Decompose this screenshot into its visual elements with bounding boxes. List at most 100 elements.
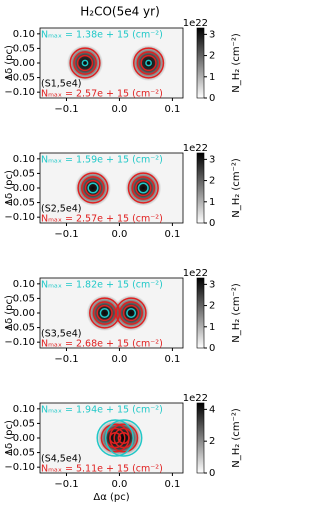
- colorbar: [196, 277, 205, 349]
- y-tick-label: 0.05: [13, 43, 35, 54]
- y-tick-label: −0.05: [4, 198, 35, 209]
- annotation: (S4,5e4): [41, 454, 81, 465]
- colorbar-tick-label: 0: [209, 93, 215, 104]
- y-axis-label: Δδ (pc): [4, 170, 15, 206]
- contour: [115, 297, 147, 329]
- colorbar-tick-label: 3: [209, 279, 215, 290]
- colorbar-label: N_H₂ (cm⁻²): [231, 33, 242, 93]
- peak: [125, 170, 162, 206]
- annotation: Nₘₐₓ = 1.59e + 15 (cm⁻²): [41, 155, 163, 166]
- annotation: Nₘₐₓ = 1.94e + 15 (cm⁻²): [41, 405, 163, 416]
- x-tick-label: 0.1: [164, 104, 180, 115]
- x-tick-label: 0.1: [164, 479, 180, 490]
- y-tick-label: 0.05: [13, 168, 35, 179]
- peak: [86, 295, 123, 331]
- colorbar-tick-label: 4: [209, 404, 215, 415]
- colorbar-offset: 1e22: [183, 268, 208, 279]
- annotation: Nₘₐₓ = 2.57e + 15 (cm⁻²): [41, 214, 163, 225]
- annotation: Nₘₐₓ = 1.38e + 15 (cm⁻²): [41, 30, 163, 41]
- colorbar-tick-label: 0: [209, 343, 215, 354]
- colorbar-tick-label: 1: [209, 322, 215, 333]
- contour: [131, 176, 156, 200]
- contour: [109, 423, 139, 453]
- contour: [132, 47, 165, 79]
- y-tick-label: 0.10: [13, 404, 35, 415]
- contour: [73, 51, 97, 75]
- colorbar-tick-label: 0: [209, 468, 215, 479]
- y-tick-label: 0.10: [13, 154, 35, 165]
- contour: [96, 304, 113, 322]
- colorbar-tick-label: 3: [209, 29, 215, 40]
- annotation: Nₘₐₓ = 2.57e + 15 (cm⁻²): [41, 89, 163, 100]
- image-area: [40, 278, 183, 348]
- y-tick-label: −0.05: [4, 323, 35, 334]
- x-tick-label: 0.0: [111, 479, 127, 490]
- colorbar-tick-label: 2: [209, 436, 215, 447]
- y-tick-label: −0.05: [4, 73, 35, 84]
- contour: [87, 182, 99, 194]
- colorbar: [196, 402, 205, 474]
- y-tick-label: 0.05: [13, 418, 35, 429]
- y-tick-label: 0.00: [13, 58, 35, 69]
- annotation: Nₘₐₓ = 5.11e + 15 (cm⁻²): [41, 464, 163, 475]
- x-tick-label: −0.1: [54, 354, 78, 365]
- y-tick-label: 0.00: [13, 183, 35, 194]
- x-tick-label: 0.0: [111, 354, 127, 365]
- y-tick-label: 0.10: [13, 279, 35, 290]
- colorbar-offset: 1e22: [183, 143, 208, 154]
- x-tick-label: −0.1: [54, 104, 78, 115]
- y-tick-label: −0.10: [4, 337, 35, 348]
- x-tick-label: −0.1: [54, 229, 78, 240]
- colorbar-tick-label: 2: [209, 301, 215, 312]
- chart-title: H₂CO(5e4 yr): [80, 5, 160, 19]
- colorbar-tick-label: 1: [209, 72, 215, 83]
- contour: [96, 419, 134, 457]
- colorbar-tick-label: 3: [209, 154, 215, 165]
- contour: [84, 179, 102, 197]
- peak: [67, 45, 104, 81]
- colorbar: [196, 152, 205, 224]
- y-tick-label: −0.05: [4, 448, 35, 459]
- x-tick-label: 0.1: [164, 354, 180, 365]
- y-axis-label: Δδ (pc): [4, 45, 15, 81]
- colorbar-offset: 1e22: [183, 393, 208, 404]
- y-tick-label: 0.05: [13, 293, 35, 304]
- contour: [136, 51, 161, 75]
- annotation: Nₘₐₓ = 1.82e + 15 (cm⁻²): [41, 280, 163, 291]
- image-area: [40, 153, 183, 223]
- colorbar-label: N_H₂ (cm⁻²): [231, 408, 242, 468]
- contour: [81, 59, 89, 67]
- colorbar-offset: 1e22: [183, 18, 208, 29]
- figure: H₂CO(5e4 yr)−0.1 0.0 0.10.100.050.00−0.05−…: [4, 5, 242, 504]
- y-tick-label: 0.10: [13, 29, 35, 40]
- x-tick-label: 0.0: [111, 104, 127, 115]
- y-axis-label: Δδ (pc): [4, 420, 15, 456]
- peak: [74, 170, 111, 206]
- contour: [89, 297, 121, 329]
- contour: [76, 54, 94, 72]
- contour: [104, 419, 143, 457]
- contour: [81, 176, 105, 200]
- colorbar-tick-label: 2: [209, 51, 215, 62]
- contour: [69, 47, 101, 79]
- contour: [145, 59, 152, 67]
- colorbar-label: N_H₂ (cm⁻²): [231, 283, 242, 343]
- y-axis-label: Δδ (pc): [4, 295, 15, 331]
- contour: [127, 172, 159, 204]
- contour: [137, 182, 149, 194]
- y-tick-label: 0.00: [13, 433, 35, 444]
- annotation: (S3,5e4): [41, 329, 81, 340]
- colorbar-tick-label: 2: [209, 176, 215, 187]
- annotation: (S1,5e4): [41, 79, 81, 90]
- y-tick-label: −0.10: [4, 87, 35, 98]
- annotation: Nₘₐₓ = 2.68e + 15 (cm⁻²): [41, 339, 163, 350]
- colorbar: [196, 27, 205, 99]
- x-tick-label: 0.1: [164, 229, 180, 240]
- y-tick-label: −0.10: [4, 212, 35, 223]
- x-tick-label: 0.0: [111, 229, 127, 240]
- colorbar-label: N_H₂ (cm⁻²): [231, 158, 242, 218]
- contour: [126, 308, 137, 318]
- x-axis-label: Δα (pc): [93, 492, 129, 503]
- contour: [99, 308, 110, 318]
- annotation: (S2,5e4): [41, 204, 81, 215]
